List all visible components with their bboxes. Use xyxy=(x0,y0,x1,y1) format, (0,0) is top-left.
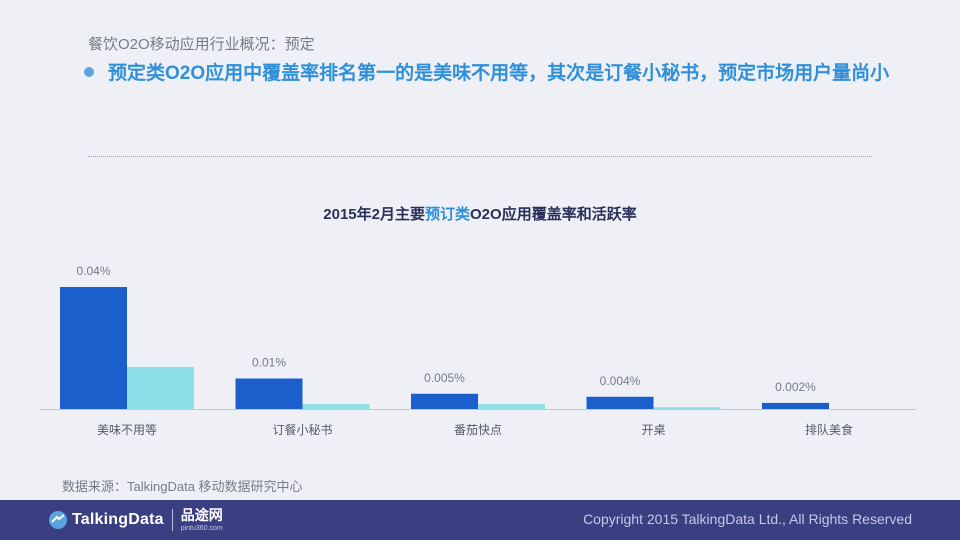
category-label-0: 美味不用等 xyxy=(97,423,157,437)
bar-primary-2 xyxy=(411,393,478,409)
category-label-2: 番茄快点 xyxy=(454,423,502,437)
partner-url: pintu360.com xyxy=(180,524,223,532)
headline: 预定类O2O应用中覆盖率排名第一的是美味不用等，其次是订餐小秘书，预定市场用户量… xyxy=(84,58,944,85)
partner-logo: 品途网 pintu360.com xyxy=(181,509,223,532)
data-label-3: 0.004% xyxy=(600,374,641,388)
chart-title-part-3: O2O应用覆盖率和活跃率 xyxy=(470,206,637,223)
bar-secondary-0 xyxy=(127,366,194,409)
bar-primary-4 xyxy=(762,402,829,409)
data-label-4: 0.002% xyxy=(775,380,816,394)
copyright: Copyright 2015 TalkingData Ltd., All Rig… xyxy=(583,511,912,527)
footer-bar: TalkingData 品途网 pintu360.com Copyright 2… xyxy=(0,500,960,540)
bullet-icon xyxy=(84,66,94,77)
data-label-1: 0.01% xyxy=(252,356,286,370)
bar-primary-3 xyxy=(586,396,654,409)
page-subtitle: 餐饮O2O移动应用行业概况：预定 xyxy=(88,36,315,53)
data-label-0: 0.04% xyxy=(76,264,110,278)
partner-name: 品途网 xyxy=(180,507,223,524)
category-label-4: 排队美食 xyxy=(805,422,853,437)
dotted-divider xyxy=(88,156,872,157)
bar-secondary-1 xyxy=(302,404,370,409)
bar-chart: 0.04% 美味不用等 0.01% 订餐小秘书 0.005% 番茄快点 0.004% 开桌 0.… xyxy=(40,264,916,437)
bar-secondary-2 xyxy=(478,404,545,409)
chart-title-part-1: 2015年2月主要 xyxy=(323,206,425,223)
bar-secondary-3 xyxy=(653,407,721,409)
logo-text: TalkingData xyxy=(72,511,164,528)
talkingdata-logo-icon xyxy=(49,511,67,529)
headline-text: 预定类O2O应用中覆盖率排名第一的是美味不用等，其次是订餐小秘书，预定市场用户量… xyxy=(108,63,890,84)
bar-primary-0 xyxy=(60,287,127,409)
chart-title-highlight: 预订类 xyxy=(425,206,471,223)
data-label-2: 0.005% xyxy=(424,371,465,385)
logo-separator xyxy=(171,509,173,531)
bar-primary-1 xyxy=(235,378,303,409)
chart-title: 2015年2月主要预订类O2O应用覆盖率和活跃率 xyxy=(0,203,960,224)
logo: TalkingData 品途网 pintu360.com xyxy=(48,509,223,532)
category-label-3: 开桌 xyxy=(641,423,665,437)
data-source: 数据来源：TalkingData 移动数据研究中心 xyxy=(62,479,303,494)
category-label-1: 订餐小秘书 xyxy=(272,422,332,437)
